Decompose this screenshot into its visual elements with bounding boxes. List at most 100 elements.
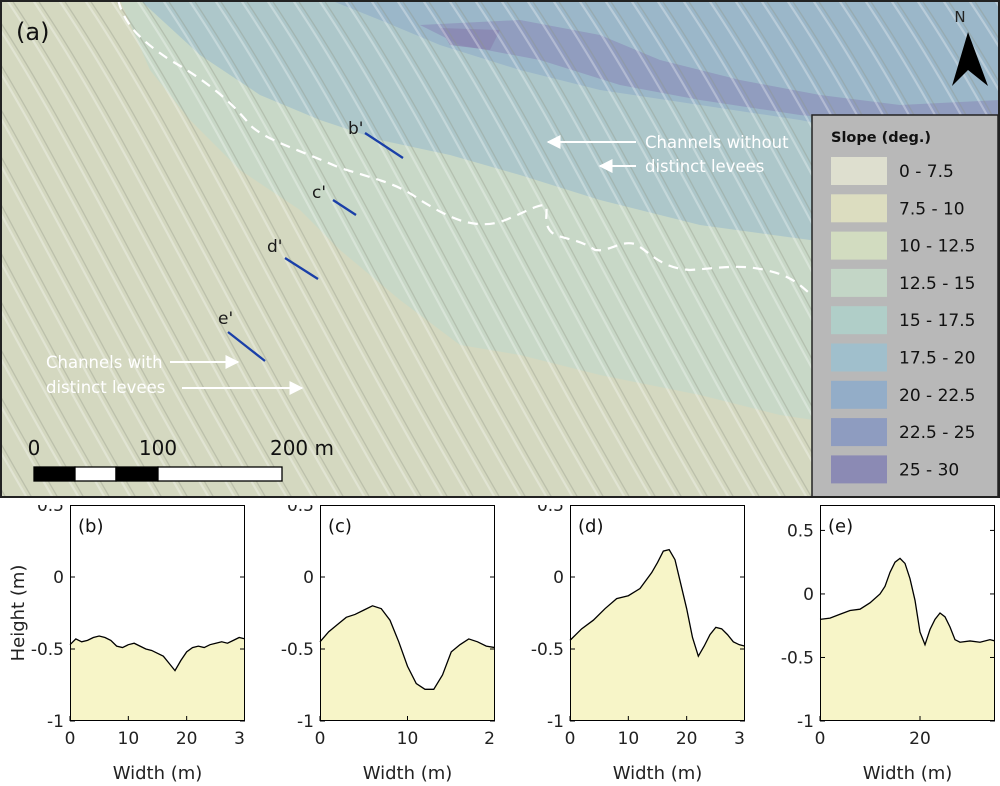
- annotation-with-line2: distinct levees: [46, 378, 165, 397]
- y-tick-label: -0.5: [281, 640, 314, 660]
- x-tick-label: 10: [118, 729, 140, 749]
- x-tick-label: 20: [176, 729, 198, 749]
- y-tick-label: 0.5: [787, 521, 814, 541]
- plot-frame: [570, 505, 745, 721]
- x-tick-label: 10: [397, 729, 419, 749]
- y-tick-label: 0: [303, 568, 314, 588]
- scale-label-100: 100: [139, 436, 177, 460]
- north-arrow: N: [952, 8, 988, 86]
- x-axis-label: Width (m): [363, 763, 453, 784]
- x-tick-label: 30: [734, 729, 745, 749]
- profile-fill: [570, 549, 745, 721]
- annotation-with-line1: Channels with: [46, 353, 163, 372]
- y-tick-label: 0: [553, 568, 564, 588]
- x-tick-label: 20: [909, 729, 931, 749]
- profile-fill: [320, 605, 495, 721]
- x-tick-label: 0: [815, 729, 826, 749]
- profile-fill: [820, 558, 995, 721]
- scale-segment-1: [33, 466, 76, 482]
- legend-swatch: [831, 455, 887, 484]
- boundary-dashed-line: [117, 2, 809, 293]
- profile-label-c: c': [312, 183, 326, 203]
- profile-line: [569, 548, 745, 658]
- x-axis-label: Width (m): [863, 763, 953, 784]
- profile-plot-b: -1 -0.5 0 0.5 0 10 20 30 Width (m) Height (m) (b): [8, 505, 245, 784]
- x-tick-label: 20: [676, 729, 698, 749]
- panel-label: (e): [828, 516, 853, 537]
- map-frame: [0, 0, 1000, 498]
- panel-label: (c): [328, 516, 352, 537]
- scale-segment-3: [115, 466, 159, 482]
- profile-fill: [70, 636, 245, 721]
- x-tick-label: 0: [65, 729, 76, 749]
- scale-segment-2: [74, 466, 117, 482]
- profile-plot-d: -1 -0.5 0 0.5 0 10 20 30 Width (m) (d): [531, 505, 745, 784]
- legend-swatch: [831, 194, 887, 223]
- legend-label: 15 - 17.5: [899, 311, 975, 331]
- slope-zone-steepest-2: [440, 28, 500, 50]
- profile-plot-c: -1 -0.5 0 0.5 0 10 20 Width (m) (c): [281, 505, 495, 784]
- annotation-without-line2: distinct levees: [645, 157, 764, 176]
- legend-swatch: [831, 268, 887, 297]
- x-tick-label: 10: [618, 729, 640, 749]
- plot-frame: [820, 505, 995, 721]
- legend: Slope (deg.) 0 - 7.5 7.5 - 10 10 - 12.5 12.…: [811, 114, 998, 496]
- profile-line: [69, 635, 245, 672]
- profile-line-e: [227, 331, 266, 362]
- y-tick-label: 0: [53, 568, 64, 588]
- profile-line-b: [364, 132, 404, 159]
- y-tick-label: 0.5: [37, 505, 64, 516]
- scale-segment-4: [157, 466, 283, 482]
- legend-swatch: [831, 306, 887, 335]
- x-axis-label: Width (m): [613, 763, 703, 784]
- profile-label-d: d': [267, 237, 282, 257]
- y-tick-label: -1: [797, 712, 814, 732]
- legend-label: 22.5 - 25: [899, 423, 975, 443]
- annotation-without-levees: Channels without distinct levees: [546, 133, 789, 176]
- legend-label: 0 - 7.5: [899, 162, 954, 182]
- panel-label-a: (a): [16, 18, 49, 46]
- y-tick-label: 0: [803, 585, 814, 605]
- y-tick-label: -1: [297, 712, 314, 732]
- legend-label: 12.5 - 15: [899, 274, 975, 294]
- panel-label: (d): [578, 516, 603, 537]
- x-tick-label: 0: [315, 729, 326, 749]
- profile-plot-e: -1 -0.5 0 0.5 0 20 Width (m) (e): [781, 505, 995, 784]
- north-label: N: [954, 8, 965, 26]
- slope-zone-steepest: [420, 20, 998, 125]
- legend-swatch: [831, 418, 887, 447]
- legend-label: 7.5 - 10: [899, 199, 965, 219]
- channel-hillshade: [2, 2, 998, 496]
- plot-frame: [70, 505, 245, 721]
- legend-title: Slope (deg.): [831, 130, 931, 146]
- legend-swatch: [831, 231, 887, 260]
- scale-bar: 0 100 200 m: [28, 436, 334, 482]
- scale-label-0: 0: [28, 436, 41, 460]
- y-tick-label: -1: [547, 712, 564, 732]
- y-tick-label: -0.5: [31, 640, 64, 660]
- y-tick-label: -1: [47, 712, 64, 732]
- profile-line: [319, 605, 495, 690]
- legend-label: 25 - 30: [899, 460, 959, 480]
- legend-label: 17.5 - 20: [899, 349, 975, 369]
- profile-lines: [227, 132, 404, 362]
- y-tick-label: 0.5: [287, 505, 314, 516]
- profile-line-c: [332, 199, 357, 216]
- profile-line-d: [284, 257, 319, 280]
- legend-items: 0 - 7.5 7.5 - 10 10 - 12.5 12.5 - 15 15 - 17…: [831, 157, 975, 484]
- x-axis-label: Width (m): [113, 763, 203, 784]
- profile-label-e: e': [218, 309, 233, 329]
- x-tick-label: 30: [234, 729, 245, 749]
- panel-label: (b): [78, 516, 103, 537]
- x-tick-label: 20: [484, 729, 495, 749]
- profile-line: [819, 557, 995, 647]
- annotation-with-levees: Channels with distinct levees: [46, 353, 304, 397]
- scale-label-200: 200 m: [270, 436, 334, 460]
- legend-swatch: [831, 343, 887, 372]
- y-tick-label: -0.5: [531, 640, 564, 660]
- profile-label-b: b': [348, 119, 363, 139]
- y-axis-label: Height (m): [8, 565, 29, 662]
- y-tick-label: -0.5: [781, 648, 814, 668]
- x-tick-label: 0: [565, 729, 576, 749]
- legend-swatch: [831, 380, 887, 409]
